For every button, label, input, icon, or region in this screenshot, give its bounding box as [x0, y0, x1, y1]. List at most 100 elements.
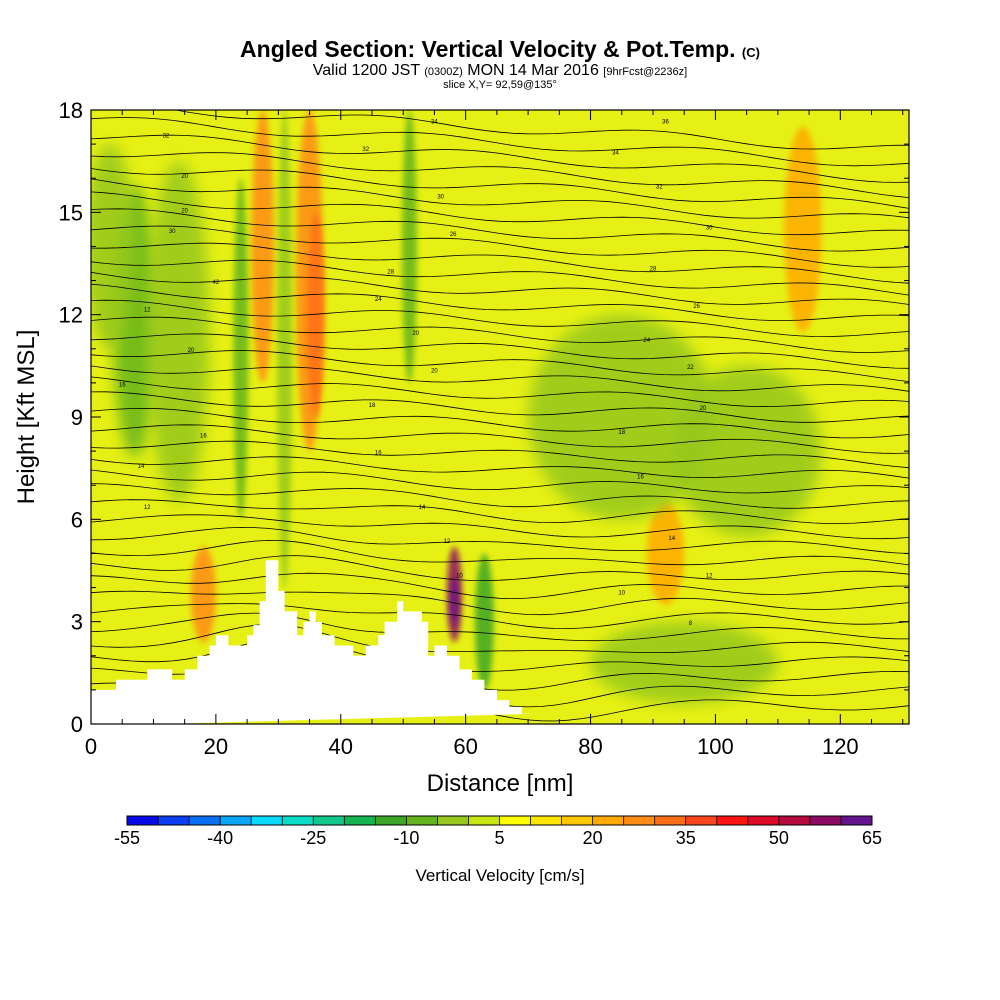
theta-contour-line — [91, 539, 909, 566]
theta-contour-label: 24 — [375, 297, 382, 303]
theta-contour-label: 26 — [450, 232, 457, 238]
terrain-mask — [91, 560, 535, 724]
theta-contour-line — [91, 242, 909, 284]
colorbar-swatch — [375, 816, 407, 825]
theta-contour-line — [91, 259, 909, 296]
colorbar-swatch — [530, 816, 562, 825]
theta-contour-label: 30 — [437, 195, 444, 201]
x-tick-label: 0 — [85, 734, 97, 759]
theta-contour-line — [173, 110, 909, 150]
colorbar-tick-label: -40 — [207, 828, 233, 848]
theta-contour-label: 42 — [213, 280, 220, 286]
theta-contour-line — [91, 440, 909, 469]
theta-contour-label: 32 — [656, 184, 663, 190]
y-tick-label: 15 — [59, 200, 83, 225]
colorbar-swatch — [716, 816, 749, 825]
velocity-cell-14 — [784, 127, 822, 332]
colorbar-swatch — [189, 816, 221, 825]
valid-time: Valid 1200 JST — [312, 62, 420, 79]
y-tick-label: 12 — [59, 303, 83, 328]
colorbar-swatch — [406, 816, 438, 825]
colorbar-swatch — [654, 816, 687, 825]
velocity-cell-3 — [233, 178, 249, 520]
theta-contour-line — [91, 225, 909, 268]
velocity-cell-1 — [147, 161, 210, 503]
theta-contour-label: 34 — [431, 120, 438, 126]
theta-contour-label: 12 — [144, 307, 151, 313]
theta-contour-label: 14 — [138, 464, 145, 470]
theta-contour-line — [91, 623, 909, 653]
colorbar: -55 -40 -25 -10 5 20 35 50 65 — [114, 815, 882, 848]
theta-contour-line — [91, 469, 909, 494]
theta-contour-label: 30 — [706, 225, 713, 231]
velocity-field — [91, 110, 822, 704]
chart-title-text: Angled Section: Vertical Velocity & Pot.… — [240, 36, 736, 62]
theta-contour-label: 26 — [693, 304, 700, 310]
theta-contour-label: 20 — [700, 406, 707, 412]
x-tick-label: 40 — [329, 734, 353, 759]
velocity-cell-11 — [450, 577, 459, 626]
y-tick-label: 9 — [71, 405, 83, 430]
theta-contour-line — [91, 572, 909, 600]
colorbar-swatch — [468, 816, 500, 825]
colorbar-swatch — [437, 816, 469, 825]
colorbar-swatch — [158, 816, 190, 825]
theta-contour-label: 18 — [369, 403, 376, 409]
theta-contour-line — [91, 555, 909, 582]
theta-contour-line — [91, 612, 909, 642]
y-tick-label: 6 — [71, 507, 83, 532]
theta-contour-label: 10 — [456, 573, 463, 579]
theta-contour-label: 20 — [181, 174, 188, 180]
velocity-cell-16 — [528, 314, 716, 520]
theta-contour-label: 16 — [119, 382, 126, 388]
theta-contour-label: 20 — [181, 208, 188, 214]
chart-title: Angled Section: Vertical Velocity & Pot.… — [0, 36, 1000, 63]
colorbar-swatch — [313, 816, 345, 825]
colorbar-swatch — [840, 816, 873, 825]
theta-contour-line — [91, 603, 909, 630]
velocity-cell-2 — [91, 144, 135, 349]
colorbar-swatch — [592, 816, 624, 825]
theta-contour-label: 32 — [362, 147, 369, 153]
theta-contour-line — [91, 208, 909, 252]
colorbar-swatch — [282, 816, 314, 825]
colorbar-swatch — [778, 816, 811, 825]
theta-contour-label: 24 — [643, 338, 650, 344]
velocity-cell-6 — [307, 212, 325, 417]
theta-contour-line — [91, 424, 909, 454]
colorbar-swatch — [747, 816, 780, 825]
theta-contour-label: 12 — [706, 573, 713, 579]
colorbar-swatch — [499, 816, 531, 825]
theta-contour-line — [91, 117, 909, 167]
colorbar-swatch — [685, 816, 718, 825]
colorbar-swatch — [561, 816, 593, 825]
valid-date: MON 14 Mar 2016 — [467, 62, 599, 79]
velocity-cell-7 — [277, 110, 293, 588]
velocity-cell-17 — [590, 621, 778, 704]
x-axis: 0 20 40 60 80 100 120 — [85, 110, 904, 759]
theta-contour-label: 14 — [668, 536, 675, 542]
colorbar-tick-label: -55 — [114, 828, 140, 848]
theta-contour-line — [91, 407, 909, 439]
theta-contour-line — [91, 456, 909, 479]
y-tick-label: 0 — [71, 712, 83, 737]
theta-contour-label: 14 — [419, 505, 426, 511]
theta-contour-line — [91, 350, 909, 382]
x-tick-label: 100 — [697, 734, 734, 759]
velocity-cell-8 — [401, 110, 417, 383]
valid-utc: (0300Z) — [424, 66, 463, 78]
y-axis-title: Height [Kft MSL] — [13, 330, 40, 505]
x-tick-label: 20 — [204, 734, 228, 759]
colorbar-swatch — [220, 816, 252, 825]
theta-contour-line — [91, 333, 909, 369]
colorbar-tick-label: 50 — [769, 828, 789, 848]
theta-contour-line — [91, 376, 909, 408]
colorbar-swatch — [809, 816, 842, 825]
colorbar-title: Vertical Velocity [cm/s] — [415, 866, 584, 885]
theta-contour-label: 28 — [650, 266, 657, 272]
velocity-cell-4 — [251, 110, 274, 383]
theta-contour-line — [91, 191, 909, 236]
plot-area: 32 20 20 30 42 12 20 16 16 14 12 34 32 30 26 28 24 20 20 18… — [91, 110, 909, 724]
chart-title-unit: (C) — [741, 45, 760, 60]
